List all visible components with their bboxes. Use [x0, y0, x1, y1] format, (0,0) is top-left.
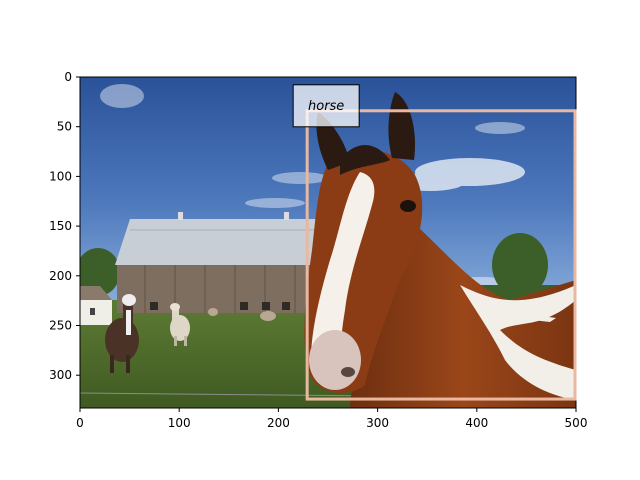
llama-dark [105, 294, 139, 373]
y-tick-label: 0 [64, 70, 72, 84]
barn [115, 212, 345, 313]
detection-label-box [292, 84, 360, 128]
detections: horse [292, 84, 577, 401]
x-tick-label: 300 [366, 416, 389, 430]
horse [304, 92, 576, 408]
x-tick-label: 100 [168, 416, 191, 430]
llama-small [208, 308, 276, 321]
y-tick-label: 300 [49, 368, 72, 382]
small-house [80, 286, 112, 325]
y-tick-label: 250 [49, 318, 72, 332]
y-axis: 0 50 100 150 200 250 300 [49, 70, 80, 382]
x-axis: 0 100 200 300 400 500 [76, 408, 587, 430]
x-tick-label: 500 [565, 416, 588, 430]
x-tick-label: 0 [76, 416, 84, 430]
y-tick-label: 200 [49, 269, 72, 283]
detection-label: horse [308, 99, 344, 114]
llama-light [170, 303, 190, 346]
y-tick-label: 150 [49, 219, 72, 233]
x-tick-label: 400 [465, 416, 488, 430]
x-tick-label: 200 [267, 416, 290, 430]
y-tick-label: 100 [49, 169, 72, 183]
detection-box [305, 109, 577, 401]
y-tick-label: 50 [57, 120, 72, 134]
